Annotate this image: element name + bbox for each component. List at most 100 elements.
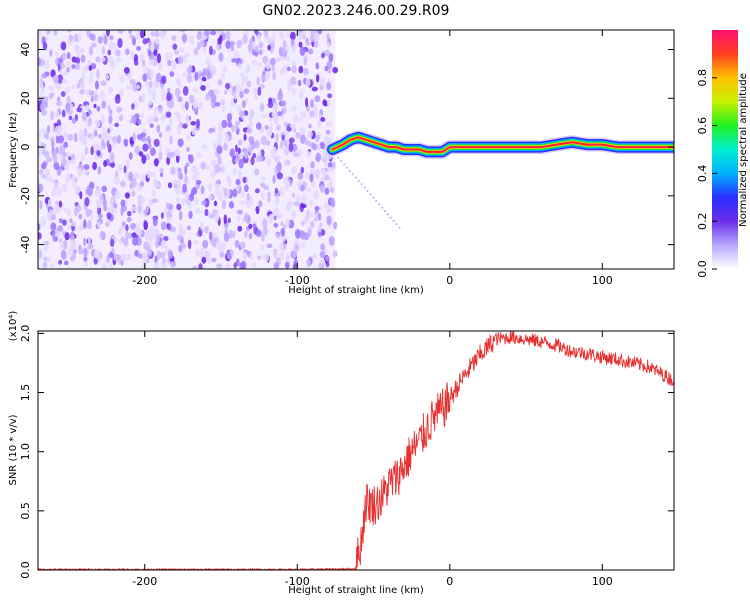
x-tick-label: 100: [592, 274, 613, 287]
noise-speckle: [71, 175, 75, 182]
colorbar-tick-label: 0.0: [696, 260, 709, 278]
noise-speckle: [218, 122, 222, 129]
noise-speckle: [89, 33, 96, 41]
noise-speckle: [273, 249, 278, 260]
noise-speckle: [166, 99, 172, 108]
noise-speckle: [255, 122, 262, 130]
noise-speckle: [63, 141, 69, 148]
noise-speckle: [148, 87, 152, 95]
noise-speckle: [166, 91, 171, 102]
noise-speckle: [140, 136, 147, 143]
noise-speckle: [70, 221, 77, 227]
noise-speckle: [84, 146, 88, 156]
noise-speckle: [235, 178, 241, 186]
noise-speckle: [274, 195, 280, 206]
noise-speckle: [120, 206, 124, 217]
noise-speckle: [38, 200, 41, 210]
noise-speckle: [233, 50, 240, 61]
noise-speckle: [327, 68, 332, 74]
noise-speckle: [199, 39, 205, 48]
y-tick-label: 0.0: [19, 561, 32, 579]
noise-speckle: [66, 208, 72, 217]
noise-speckle: [155, 72, 162, 83]
noise-speckle: [51, 124, 55, 135]
noise-speckle: [67, 133, 74, 142]
noise-speckle: [315, 74, 320, 83]
noise-speckle: [214, 188, 221, 197]
noise-speckle: [264, 253, 270, 263]
noise-speckle: [38, 232, 42, 240]
noise-speckle: [221, 199, 227, 210]
noise-speckle: [98, 213, 103, 219]
noise-speckle: [121, 221, 126, 227]
noise-speckle: [210, 66, 217, 75]
noise-speckle: [58, 218, 63, 224]
noise-speckle: [176, 234, 183, 241]
noise-speckle: [279, 251, 285, 260]
noise-speckle: [227, 112, 232, 123]
x-tick-label: 100: [592, 575, 613, 588]
noise-speckle: [42, 261, 48, 269]
noise-speckle: [247, 146, 253, 154]
noise-speckle: [271, 110, 278, 119]
faint-branch-dot: [345, 166, 349, 169]
noise-speckle: [305, 97, 309, 108]
noise-speckle: [213, 88, 220, 96]
noise-speckle: [78, 247, 84, 255]
noise-speckle: [188, 64, 192, 74]
noise-speckle: [214, 164, 221, 174]
noise-speckle: [160, 75, 167, 85]
noise-speckle: [142, 38, 148, 45]
noise-speckle: [141, 59, 146, 68]
noise-speckle: [90, 42, 97, 48]
noise-speckle: [38, 130, 42, 140]
noise-speckle: [226, 251, 232, 259]
noise-speckle: [137, 119, 142, 125]
noise-speckle: [316, 142, 321, 151]
noise-speckle: [84, 196, 90, 207]
noise-speckle: [151, 198, 158, 204]
noise-speckle: [182, 123, 188, 129]
colorbar-label: Normalized spectral amplitude: [738, 73, 749, 227]
noise-speckle: [305, 78, 311, 87]
noise-speckle: [243, 133, 247, 141]
noise-speckle: [319, 250, 326, 259]
noise-speckle: [224, 134, 230, 143]
noise-speckle: [321, 52, 325, 59]
noise-speckle: [106, 30, 110, 37]
noise-speckle: [293, 152, 300, 158]
noise-speckle: [319, 141, 325, 150]
noise-speckle: [286, 66, 291, 72]
noise-speckle: [290, 31, 296, 41]
noise-speckle: [66, 86, 71, 94]
noise-speckle: [79, 88, 85, 95]
colorbar: 0.0 0.2 0.4 0.6 0.8 Normalized spectral ampl…: [696, 30, 749, 278]
noise-speckle: [248, 136, 255, 143]
noise-speckle: [129, 78, 136, 86]
noise-speckle: [66, 95, 71, 105]
noise-speckle: [115, 93, 121, 100]
noise-speckle: [156, 250, 162, 260]
noise-speckle: [260, 149, 265, 157]
noise-speckle: [53, 181, 59, 191]
noise-speckle: [219, 34, 223, 42]
noise-speckle: [38, 223, 41, 231]
noise-speckle: [94, 188, 101, 197]
noise-speckle: [255, 229, 262, 237]
noise-speckle: [108, 114, 113, 125]
noise-speckle: [137, 253, 143, 259]
noise-speckle: [109, 262, 114, 268]
noise-speckle: [258, 49, 263, 56]
noise-speckle: [328, 235, 335, 246]
noise-speckle: [314, 170, 320, 179]
noise-speckle: [221, 104, 226, 113]
noise-speckle: [282, 107, 287, 114]
noise-speckle: [63, 163, 70, 171]
noise-speckle: [100, 90, 105, 101]
noise-speckle: [119, 74, 125, 83]
faint-branch-dot: [360, 183, 363, 186]
noise-speckle: [326, 60, 333, 70]
noise-speckle: [180, 198, 186, 205]
noise-speckle: [109, 162, 116, 168]
